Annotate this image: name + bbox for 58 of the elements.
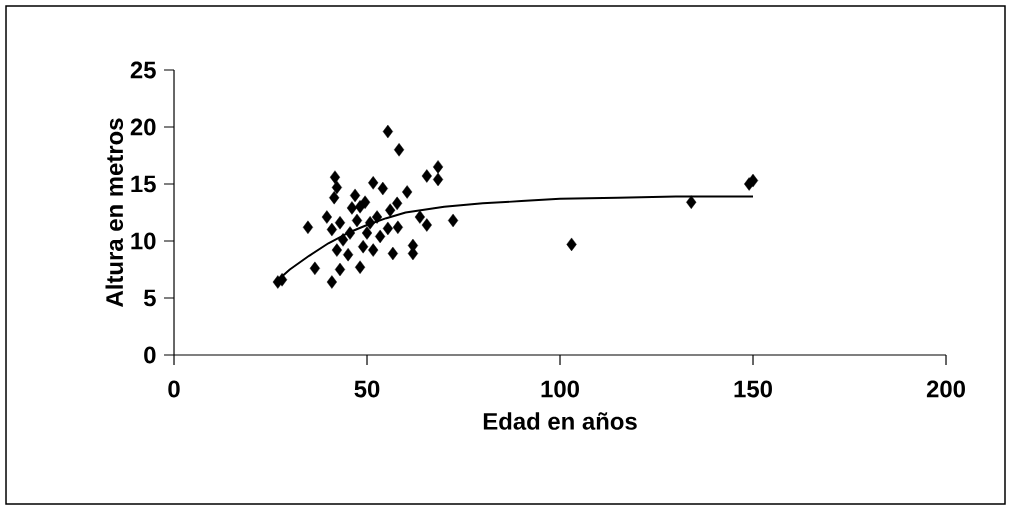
point bbox=[747, 173, 759, 188]
point bbox=[432, 172, 444, 187]
y-tick-label: 25 bbox=[130, 61, 156, 79]
point bbox=[448, 213, 459, 228]
point bbox=[326, 222, 337, 237]
y-tick-label: 0 bbox=[144, 346, 156, 364]
point bbox=[377, 181, 388, 196]
point bbox=[343, 247, 354, 262]
point bbox=[277, 273, 288, 287]
x-tick-label: 100 bbox=[541, 380, 579, 398]
point bbox=[368, 176, 379, 190]
point bbox=[414, 210, 425, 224]
x-tick-label: 0 bbox=[168, 380, 180, 398]
point bbox=[382, 124, 393, 139]
point bbox=[382, 221, 393, 236]
x-axis-title: Edad en años bbox=[483, 412, 637, 430]
y-tick-label: 15 bbox=[131, 175, 156, 193]
point bbox=[392, 196, 403, 211]
point bbox=[387, 246, 398, 261]
point bbox=[354, 260, 366, 274]
y-tick-label: 20 bbox=[130, 118, 156, 136]
point bbox=[358, 239, 369, 254]
point bbox=[331, 180, 342, 195]
point bbox=[344, 226, 356, 240]
point bbox=[346, 201, 358, 215]
point bbox=[329, 170, 341, 184]
point bbox=[402, 185, 413, 199]
point bbox=[331, 243, 342, 257]
x-tick-label: 200 bbox=[926, 380, 965, 398]
point bbox=[309, 261, 320, 276]
point bbox=[302, 220, 314, 235]
point bbox=[393, 143, 405, 157]
y-tick-label: 10 bbox=[131, 232, 156, 250]
y-axis-title: Altura en metros bbox=[105, 118, 124, 307]
point bbox=[432, 160, 444, 174]
point bbox=[368, 243, 379, 257]
point bbox=[375, 229, 386, 244]
point bbox=[334, 216, 346, 230]
y-tick-label: 5 bbox=[143, 289, 156, 307]
point bbox=[421, 169, 432, 183]
point bbox=[349, 188, 361, 203]
point bbox=[566, 237, 577, 252]
point bbox=[351, 213, 363, 228]
point bbox=[326, 275, 337, 289]
point bbox=[334, 262, 346, 277]
point bbox=[371, 210, 383, 224]
point bbox=[421, 218, 432, 232]
x-tick-label: 50 bbox=[354, 380, 380, 398]
x-tick-label: 150 bbox=[734, 380, 772, 398]
point bbox=[354, 200, 366, 214]
point bbox=[686, 195, 697, 209]
point bbox=[392, 220, 403, 235]
point bbox=[338, 233, 349, 247]
point bbox=[365, 216, 376, 230]
point bbox=[385, 203, 396, 217]
point bbox=[321, 210, 332, 224]
point bbox=[361, 226, 373, 240]
point bbox=[329, 190, 340, 205]
